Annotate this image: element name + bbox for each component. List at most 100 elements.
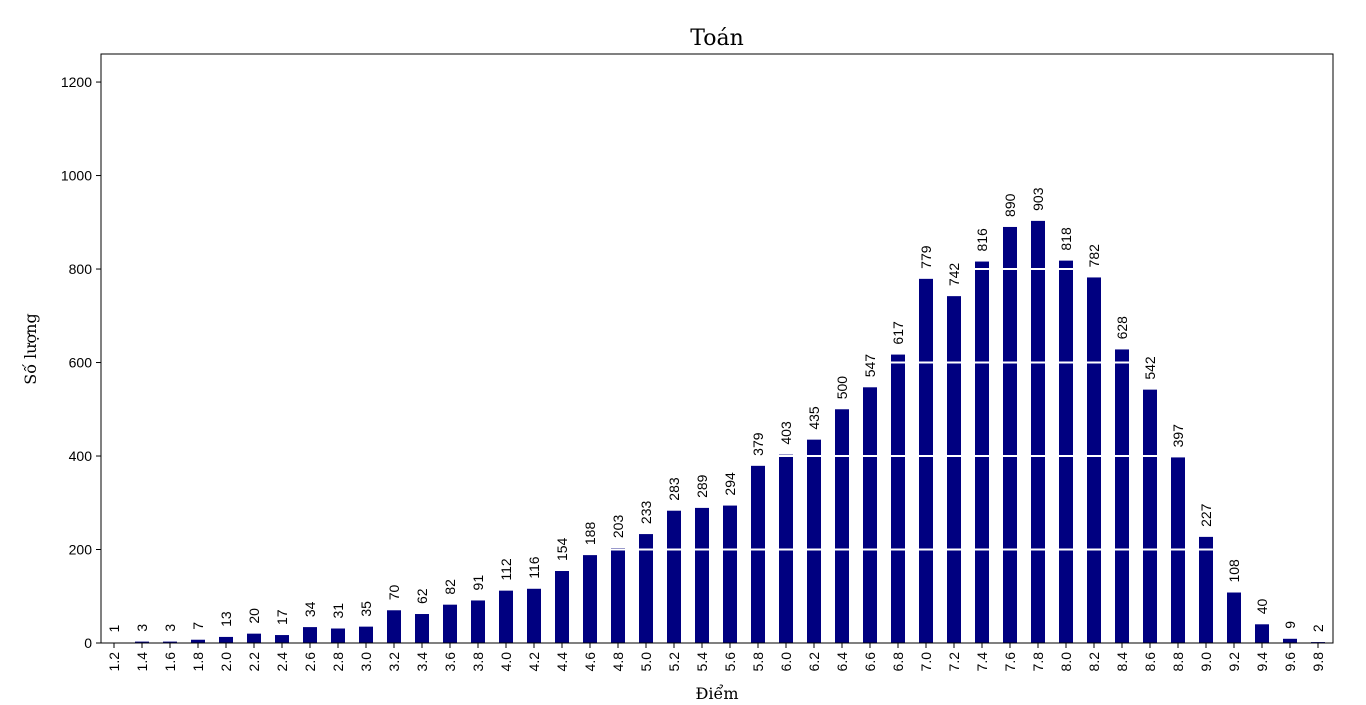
bar-value-label: 1 <box>106 625 122 633</box>
x-tick-label: 7.2 <box>946 652 962 672</box>
bar-value-label: 903 <box>1030 187 1046 211</box>
bar <box>639 534 653 643</box>
x-tick-label: 2.0 <box>218 652 234 672</box>
bar-value-label: 13 <box>218 611 234 627</box>
bar-value-label: 283 <box>666 477 682 501</box>
x-tick-label: 9.2 <box>1226 652 1242 672</box>
bar-value-label: 116 <box>526 556 542 579</box>
x-tick-label: 4.6 <box>582 652 598 672</box>
x-tick-label: 6.4 <box>834 652 850 672</box>
bar <box>247 633 261 643</box>
bar-value-label: 227 <box>1198 503 1214 527</box>
x-tick-label: 5.2 <box>666 652 682 672</box>
y-tick-label: 600 <box>69 355 93 371</box>
bar-value-label: 294 <box>722 472 738 496</box>
x-tick-label: 4.8 <box>610 652 626 672</box>
bar-value-label: 7 <box>190 622 206 630</box>
x-tick-label: 7.8 <box>1030 652 1046 672</box>
bar-value-label: 20 <box>246 608 262 624</box>
x-tick-label: 1.2 <box>106 652 122 672</box>
bar <box>723 505 737 643</box>
bar <box>443 604 457 643</box>
bar <box>555 571 569 643</box>
bar-value-label: 742 <box>946 263 962 287</box>
bar-value-label: 379 <box>750 432 766 456</box>
bar-value-label: 34 <box>302 601 318 617</box>
bar-value-label: 108 <box>1226 559 1242 583</box>
bar <box>415 614 429 643</box>
x-tick-label: 2.8 <box>330 652 346 672</box>
x-tick-label: 5.6 <box>722 652 738 672</box>
x-tick-label: 2.2 <box>246 652 262 672</box>
bar-value-label: 188 <box>582 522 598 546</box>
bar <box>1115 349 1129 643</box>
plot-frame <box>100 53 1334 644</box>
bar <box>1143 389 1157 643</box>
bar <box>583 555 597 643</box>
x-tick-label: 6.2 <box>806 652 822 672</box>
bar-value-label: 500 <box>834 376 850 400</box>
bar-value-label: 435 <box>806 406 822 430</box>
bar-value-label: 203 <box>610 515 626 539</box>
bar <box>1227 592 1241 643</box>
bar <box>1059 260 1073 643</box>
x-tick-label: 5.8 <box>750 652 766 672</box>
bar <box>835 409 849 643</box>
bar <box>527 588 541 643</box>
bar-value-label: 782 <box>1086 244 1102 268</box>
bar <box>891 354 905 643</box>
bar-value-label: 890 <box>1002 193 1018 217</box>
x-tick-label: 6.8 <box>890 652 906 672</box>
bar <box>135 641 149 643</box>
bar <box>751 465 765 643</box>
bar-value-label: 818 <box>1058 227 1074 251</box>
bar-value-label: 40 <box>1254 599 1270 615</box>
bar <box>387 610 401 643</box>
x-tick-label: 4.2 <box>526 652 542 672</box>
x-tick-label: 8.8 <box>1170 652 1186 672</box>
x-tick-label: 4.0 <box>498 652 514 672</box>
bar-value-label: 403 <box>778 421 794 445</box>
bar <box>919 278 933 643</box>
x-axis: 1.2 1.4 1.6 1.8 2.0 2.2 2.4 2.6 2.8 3.0 3.2 3.4 3.6 3… <box>106 643 1326 671</box>
x-tick-label: 2.6 <box>302 652 318 672</box>
x-tick-label: 9.8 <box>1310 652 1326 672</box>
x-tick-label: 5.4 <box>694 652 710 672</box>
bar-value-label: 31 <box>330 603 346 619</box>
bar-value-label: 112 <box>498 558 514 581</box>
bar-value-label: 3 <box>134 624 150 632</box>
x-tick-label: 9.4 <box>1254 652 1270 672</box>
x-axis-label: Điểm <box>695 684 738 703</box>
bar <box>499 590 513 643</box>
bar <box>191 639 205 643</box>
x-tick-label: 8.0 <box>1058 652 1074 672</box>
bar <box>667 510 681 643</box>
chart-title: Toán <box>690 26 744 51</box>
bar-value-label: 289 <box>694 474 710 498</box>
bar <box>1087 277 1101 643</box>
x-tick-label: 9.0 <box>1198 652 1214 672</box>
y-tick-label: 800 <box>69 261 93 277</box>
bar-value-label: 779 <box>918 245 934 269</box>
bar-value-label: 17 <box>274 609 290 625</box>
bar <box>1003 226 1017 643</box>
bar-value-label: 62 <box>414 588 430 604</box>
bar-value-label: 70 <box>386 584 402 600</box>
bar-value-label: 9 <box>1282 621 1298 629</box>
x-tick-label: 7.0 <box>918 652 934 672</box>
bar-value-label: 91 <box>470 575 486 591</box>
y-tick-label: 1000 <box>61 168 92 184</box>
x-tick-label: 2.4 <box>274 652 290 672</box>
bar-value-label: 628 <box>1114 316 1130 340</box>
bar <box>695 507 709 643</box>
bar <box>359 626 373 643</box>
x-tick-label: 1.4 <box>134 652 150 672</box>
gridlines <box>101 81 1333 551</box>
bars <box>107 220 1325 644</box>
bar <box>1283 638 1297 643</box>
x-tick-label: 8.2 <box>1086 652 1102 672</box>
x-tick-label: 3.6 <box>442 652 458 672</box>
x-tick-label: 1.8 <box>190 652 206 672</box>
x-tick-label: 6.6 <box>862 652 878 672</box>
